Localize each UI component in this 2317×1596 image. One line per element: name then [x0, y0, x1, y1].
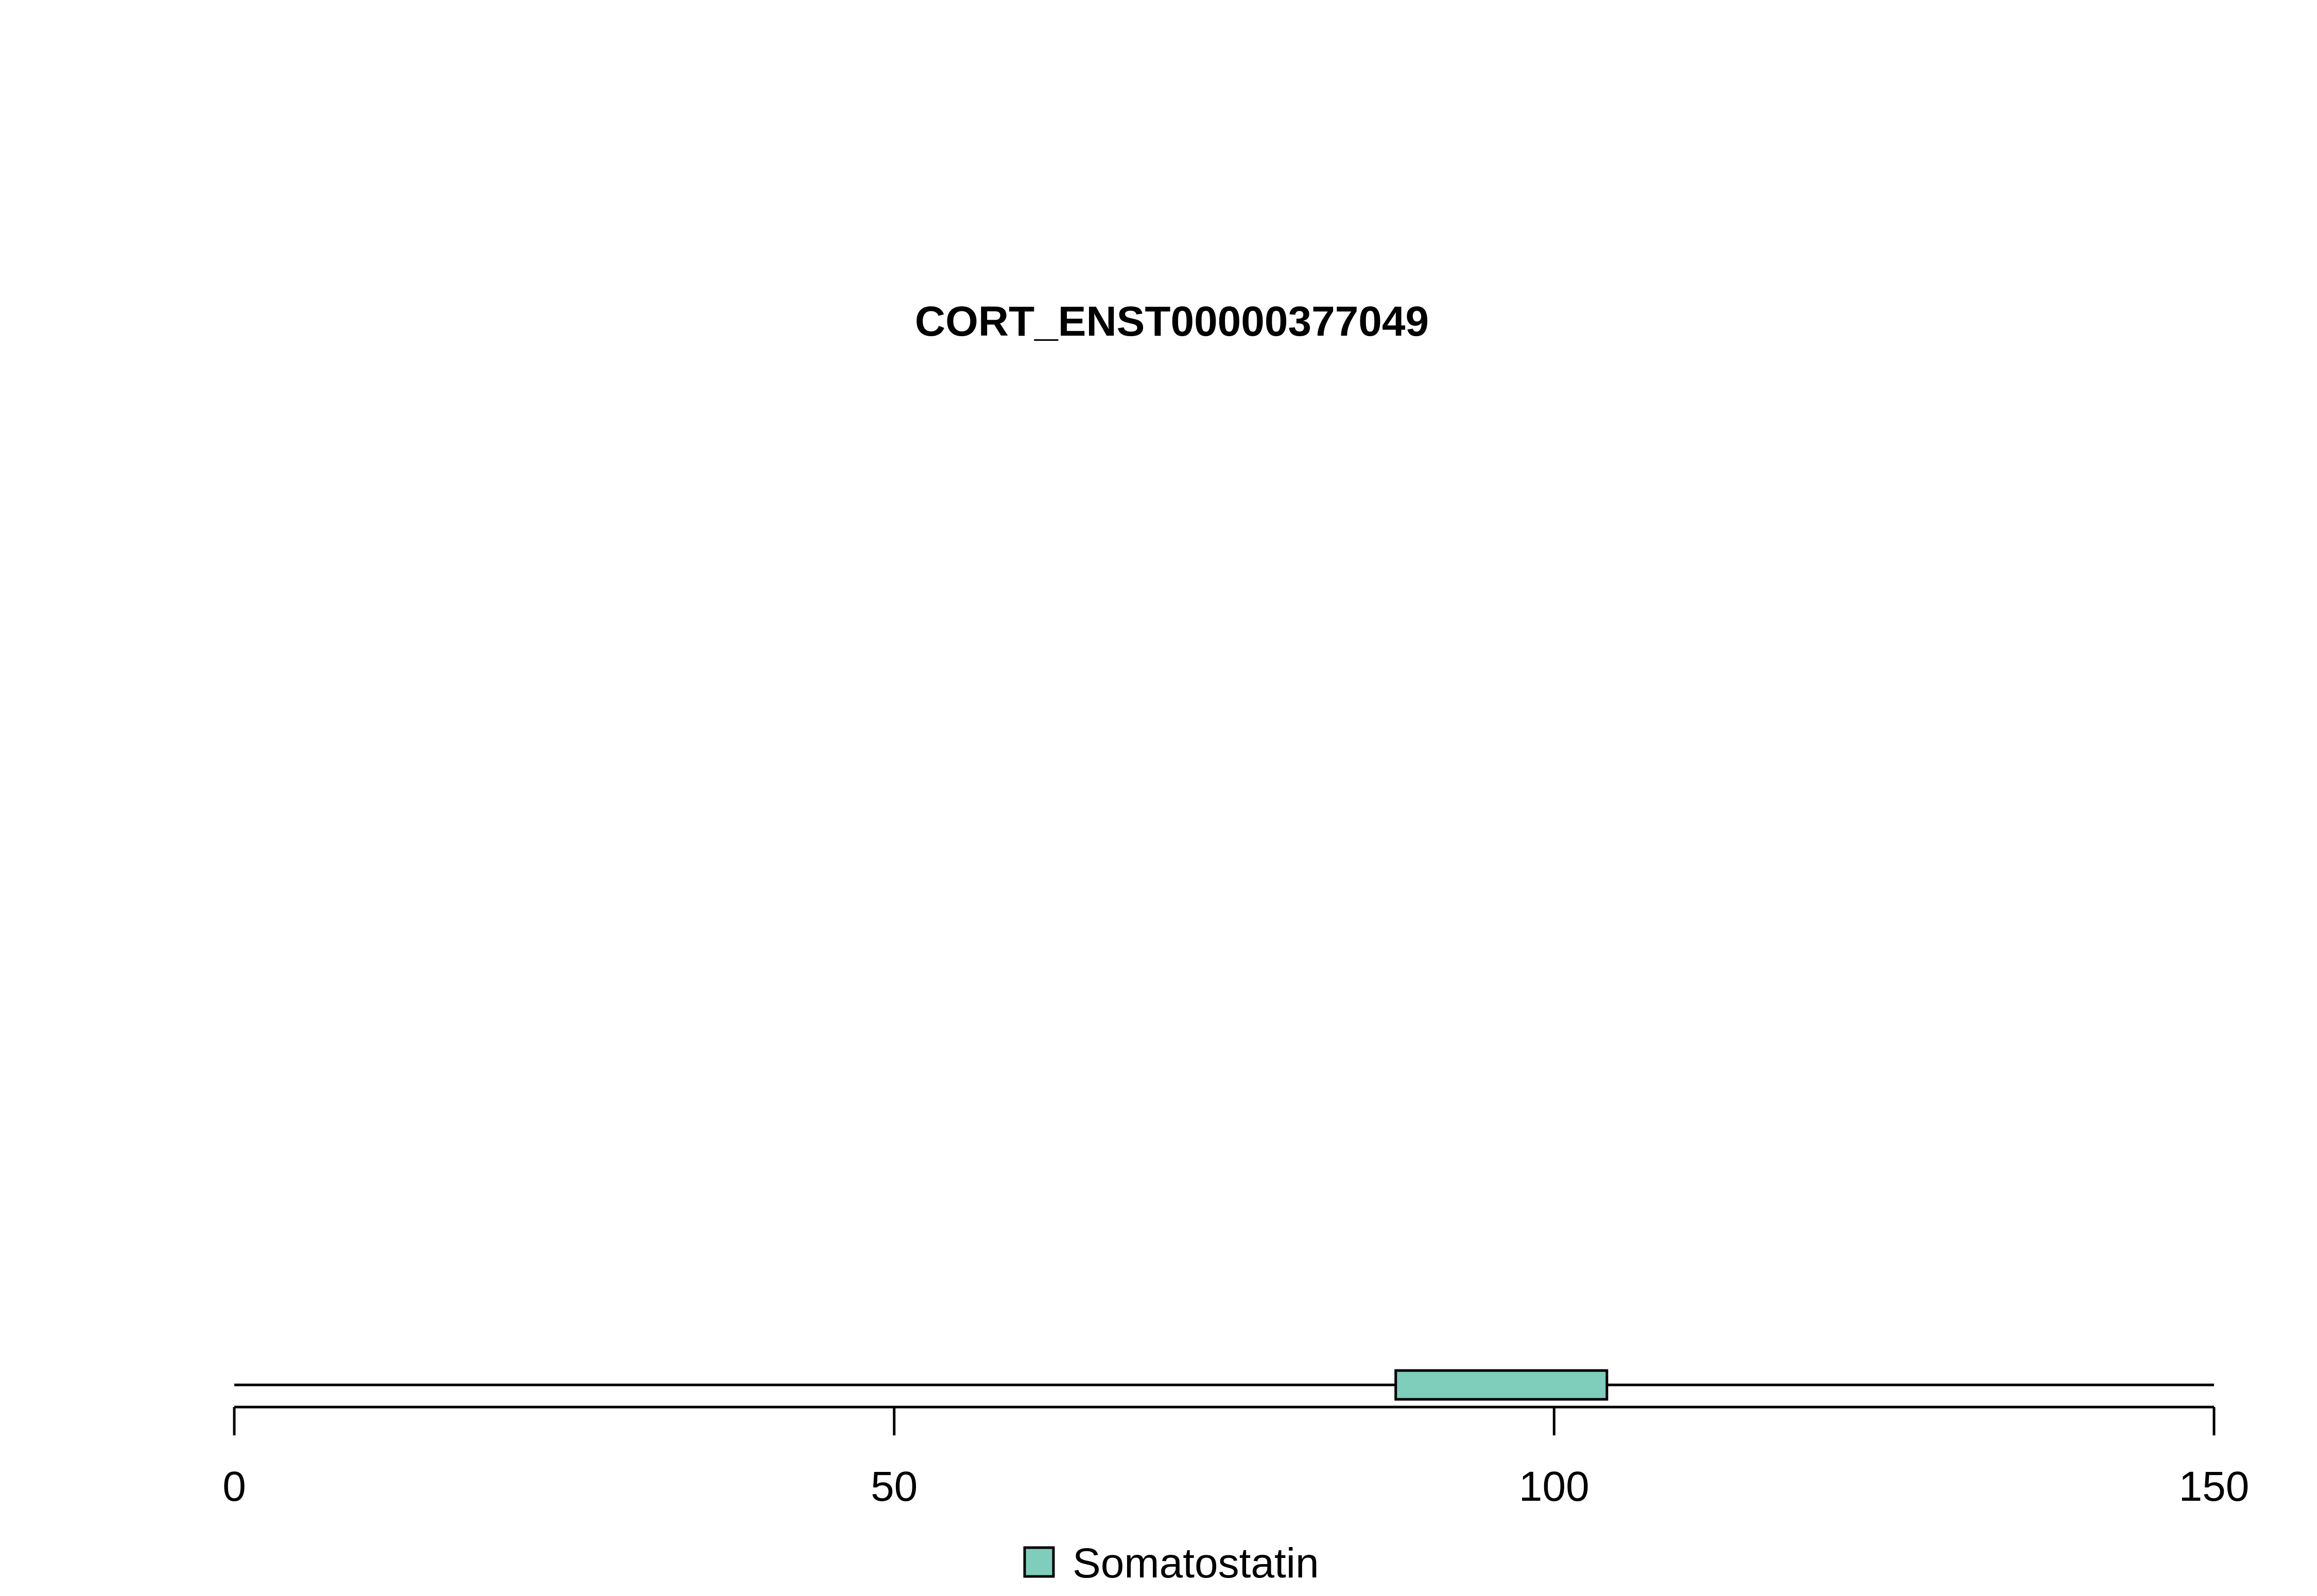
x-axis: 0 50 100 150: [222, 1406, 2250, 1510]
protein-track: [234, 1369, 2214, 1401]
legend-swatch-somatostatin: [1023, 1546, 1055, 1578]
domain-box-somatostatin: [1394, 1369, 1609, 1401]
x-tick-label-50: 50: [871, 1463, 918, 1510]
legend: Somatostatin: [1023, 1540, 1319, 1587]
x-tick-label-100: 100: [1519, 1463, 1589, 1510]
legend-label-somatostatin: Somatostatin: [1073, 1540, 1319, 1587]
x-tick-label-0: 0: [222, 1463, 246, 1510]
chart-title: CORT_ENST00000377049: [915, 298, 1429, 345]
x-tick-label-150: 150: [2179, 1463, 2250, 1510]
